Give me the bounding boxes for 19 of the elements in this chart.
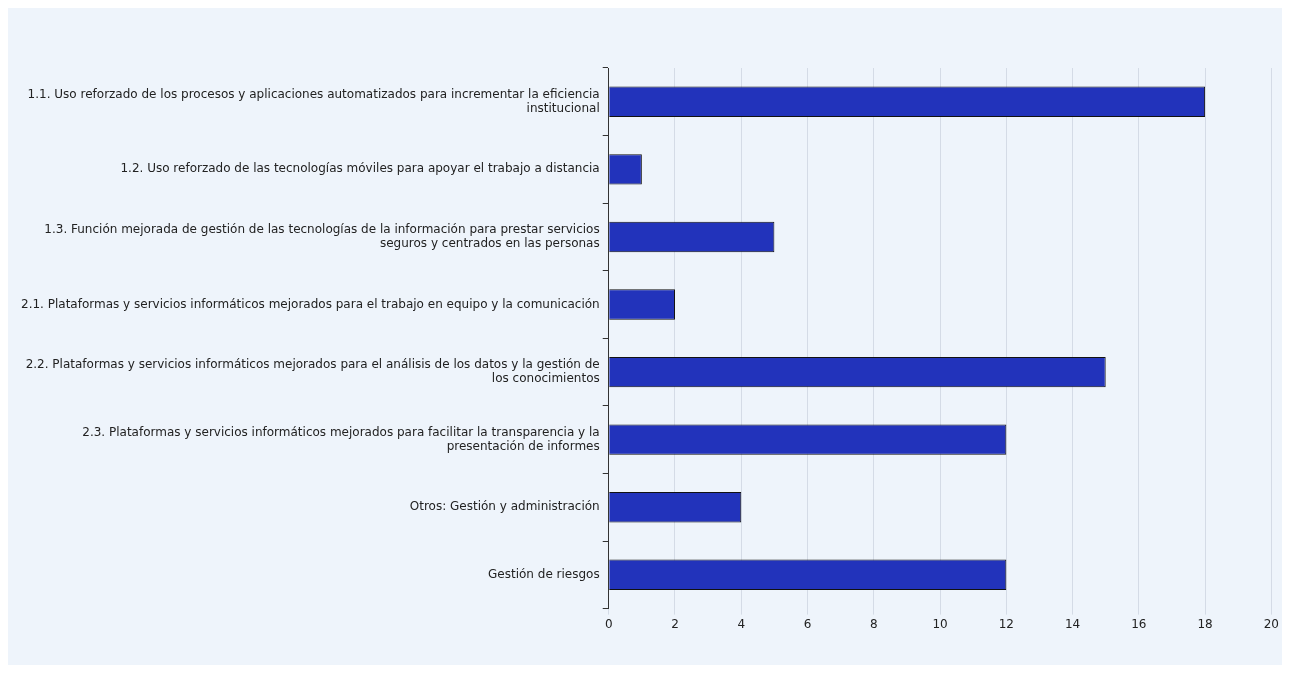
y-tick-label: Otros: Gestión y administración: [409, 499, 600, 514]
x-tick-label: 6: [803, 616, 812, 631]
y-tick-label: 2.2. Plataformas y servicios informáticos mejorados para el análisis de los datos y la gestión de los conocimientos: [25, 357, 600, 386]
x-tick-label: 20: [1263, 616, 1280, 631]
x-tick-label: 10: [932, 616, 948, 631]
y-tick-label: 1.3. Función mejorada de gestión de las tecnologías de la información para prestar servicios seguros y centrados en las personas: [44, 221, 600, 251]
x-tick-label: 14: [1064, 616, 1081, 631]
y-tick-label: 1.1. Uso reforzado de los procesos y aplicaciones automatizados para incrementar la eficiencia institucional: [27, 86, 600, 116]
x-tick-label: 12: [998, 616, 1014, 631]
y-tick-label: 2.1. Plataformas y servicios informáticos mejorados para el trabajo en equipo y la comunicación: [20, 296, 600, 311]
y-tick-label: Gestión de riesgos: [488, 566, 600, 581]
x-tick-label: 18: [1197, 616, 1213, 631]
y-tick-label: 1.2. Uso reforzado de las tecnologías móviles para apoyar el trabajo a distancia: [120, 161, 600, 176]
x-tick-label: 16: [1131, 616, 1147, 631]
x-tick-label: 8: [869, 616, 878, 631]
x-tick-label: 0: [604, 616, 613, 631]
y-tick-label: 2.3. Plataformas y servicios informáticos mejorados para facilitar la transparencia y la presentación de informes: [82, 424, 600, 453]
x-tick-label: 4: [737, 616, 746, 631]
x-tick-label: 2: [671, 616, 679, 631]
